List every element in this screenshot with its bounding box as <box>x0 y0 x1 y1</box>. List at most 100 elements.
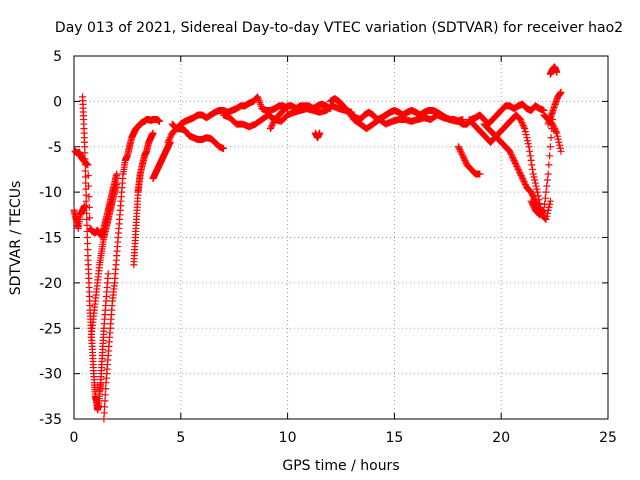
data-point <box>476 170 484 178</box>
data-point <box>519 120 527 128</box>
data-point <box>149 129 157 137</box>
data-point <box>531 176 539 184</box>
data-point <box>82 185 90 193</box>
y-tick-label: -30 <box>39 367 62 383</box>
data-point <box>508 152 516 160</box>
data-point <box>316 129 324 137</box>
data-point <box>455 144 463 152</box>
data-point <box>269 119 277 127</box>
data-point <box>546 152 554 160</box>
data-point <box>268 122 276 130</box>
data-point <box>269 120 277 128</box>
data-point <box>457 149 465 157</box>
data-point <box>543 209 551 217</box>
data-point <box>555 138 563 146</box>
data-point <box>457 147 465 155</box>
grid-lines <box>74 56 608 419</box>
data-point <box>83 209 91 217</box>
data-point <box>529 200 537 208</box>
data-point <box>82 191 90 199</box>
data-point <box>553 68 561 76</box>
data-point <box>556 141 564 149</box>
y-tick-label: 5 <box>53 49 62 65</box>
data-point <box>540 206 548 214</box>
data-point <box>166 134 174 142</box>
y-tick-label: 0 <box>53 94 62 110</box>
data-point <box>514 165 522 173</box>
data-point <box>516 168 524 176</box>
y-axis-label: SDTVAR / TECUs <box>8 181 24 296</box>
data-point <box>551 126 559 134</box>
series-sat-g <box>149 138 174 183</box>
data-point <box>529 193 537 201</box>
data-point <box>549 122 557 130</box>
series-sat-w <box>540 111 565 155</box>
data-point <box>454 143 462 151</box>
data-point <box>528 161 536 169</box>
data-point <box>551 125 559 133</box>
data-point <box>104 270 112 278</box>
data-point <box>458 150 466 158</box>
data-point <box>520 123 528 131</box>
data-point <box>519 122 527 130</box>
data-point <box>516 116 524 124</box>
data-point <box>102 385 110 393</box>
x-tick-label: 20 <box>492 430 510 446</box>
data-point <box>528 199 536 207</box>
data-point <box>534 192 542 200</box>
data-point <box>532 182 540 190</box>
data-point <box>165 135 173 143</box>
data-point <box>506 149 514 157</box>
data-point <box>512 161 520 169</box>
data-point <box>520 178 528 186</box>
y-tick-label: -35 <box>39 412 62 428</box>
series-sat-v <box>546 63 561 78</box>
data-point <box>522 131 530 139</box>
data-point <box>521 128 529 136</box>
data-point <box>518 119 526 127</box>
data-points <box>70 63 565 423</box>
data-point <box>81 167 89 175</box>
data-point <box>521 181 529 189</box>
data-point <box>519 175 527 183</box>
y-tick-label: -15 <box>39 231 62 247</box>
data-point <box>523 134 531 142</box>
data-point <box>513 162 521 170</box>
data-point <box>462 158 470 166</box>
y-tick-label: -25 <box>39 321 62 337</box>
data-point <box>543 182 551 190</box>
data-point <box>534 188 542 196</box>
data-point <box>517 117 525 125</box>
data-point <box>526 147 534 155</box>
data-point <box>556 144 564 152</box>
data-point <box>518 173 526 181</box>
data-point <box>113 170 121 178</box>
data-point <box>553 132 561 140</box>
data-point <box>543 176 551 184</box>
data-point <box>459 153 467 161</box>
data-point <box>547 134 555 142</box>
data-point <box>84 240 92 248</box>
data-point <box>528 190 536 198</box>
data-point <box>100 415 108 423</box>
data-point <box>524 140 532 148</box>
data-point <box>507 150 515 158</box>
data-point <box>543 212 551 220</box>
data-point <box>529 202 537 210</box>
x-axis-label: GPS time / hours <box>282 458 399 474</box>
data-point <box>164 138 172 146</box>
data-point <box>546 143 554 151</box>
data-point <box>530 173 538 181</box>
data-point <box>82 203 90 211</box>
data-point <box>542 188 550 196</box>
series-sat-a <box>70 202 89 232</box>
data-point <box>545 203 553 211</box>
data-point <box>220 145 228 153</box>
data-point <box>100 409 108 417</box>
y-ticks: 5 0 -5 -10 -15 -20 -25 -30 -35 <box>39 49 608 428</box>
data-point <box>544 170 552 178</box>
data-point <box>554 135 562 143</box>
data-point <box>527 156 535 164</box>
data-point <box>529 170 537 178</box>
data-point <box>531 179 539 187</box>
